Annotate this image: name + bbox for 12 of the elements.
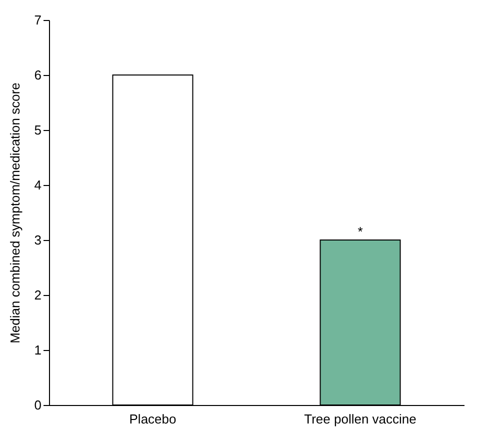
x-tick-label: Tree pollen vaccine <box>304 412 416 426</box>
y-tick-label: 4 <box>34 178 42 192</box>
y-tick-label: 6 <box>34 68 42 82</box>
y-tick-label: 1 <box>34 342 42 358</box>
y-axis-title: Median combined symptom/medication score <box>7 82 22 344</box>
y-tick-label: 7 <box>34 12 42 28</box>
annotation: * <box>358 224 363 239</box>
y-tick-label: 5 <box>34 122 42 138</box>
x-tick-label: Placebo <box>129 412 176 426</box>
y-tick-label: 0 <box>34 398 42 412</box>
y-tick-label: 3 <box>34 232 42 248</box>
y-tick-label: 2 <box>34 288 42 302</box>
